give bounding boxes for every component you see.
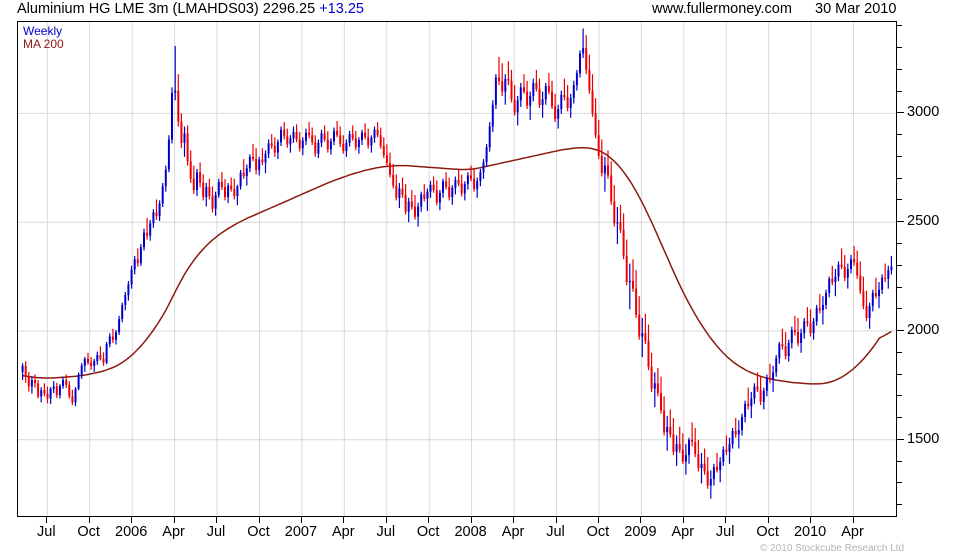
y-axis-tick <box>897 286 902 288</box>
y-axis-tick <box>897 134 902 136</box>
y-axis-tick <box>897 90 902 92</box>
y-axis-tick <box>897 155 902 157</box>
x-axis-label: Jul <box>37 524 56 540</box>
x-axis-label: Apr <box>501 524 525 540</box>
legend-item-weekly: Weekly <box>23 24 63 38</box>
x-axis-tick <box>513 517 515 523</box>
chart-legend: Weekly MA 200 <box>23 25 64 51</box>
x-axis-label: Oct <box>77 524 100 540</box>
x-axis-label: Oct <box>586 524 610 540</box>
y-axis-tick <box>897 264 902 266</box>
y-axis-tick <box>897 330 904 331</box>
x-axis-label: 2009 <box>624 524 657 540</box>
x-axis-label: Oct <box>756 524 779 540</box>
x-axis-tick <box>470 517 472 523</box>
y-axis-tick <box>897 308 902 310</box>
y-axis-tick <box>897 25 902 27</box>
plot-inner: Weekly MA 200 <box>18 22 896 516</box>
y-axis-tick <box>897 47 902 49</box>
gridlines <box>18 22 896 516</box>
x-axis-label: Apr <box>332 524 355 540</box>
y-axis-label: 1500 <box>907 430 940 447</box>
chart-header: Aluminium HG LME 3m (LMAHDS03) 2296.25 +… <box>0 0 980 21</box>
y-axis-tick <box>897 438 904 440</box>
x-axis-label: 2010 <box>793 524 827 540</box>
y-axis-tick <box>897 199 902 201</box>
x-axis-tick <box>852 517 854 523</box>
y-axis-tick <box>897 395 902 397</box>
y-axis-tick <box>897 482 902 484</box>
chart-date-label: 30 Mar 2010 <box>815 1 897 17</box>
x-axis-label: 2007 <box>284 524 318 540</box>
x-axis-tick <box>428 517 430 523</box>
y-axis-tick <box>897 351 902 353</box>
x-axis-label: Oct <box>247 524 270 540</box>
website-label: www.fullermoney.com <box>652 1 792 17</box>
y-axis-label: 2500 <box>907 213 940 230</box>
x-axis-label: 2008 <box>454 524 487 540</box>
y-axis-label: 3000 <box>907 104 940 121</box>
x-axis-tick <box>173 517 175 523</box>
y-axis-tick <box>897 504 902 506</box>
y-axis-tick <box>897 460 902 462</box>
x-axis-tick <box>131 517 133 523</box>
x-axis-tick <box>88 517 90 523</box>
x-axis: Jul Oct 2006 Apr Jul Oct 2007 Apr Jul Oct 2008 Apr J… <box>17 517 897 547</box>
x-axis-label: Apr <box>162 524 185 540</box>
x-axis-tick <box>640 517 642 523</box>
x-axis-tick <box>810 517 812 523</box>
x-axis-tick <box>300 517 302 523</box>
y-axis-tick <box>897 373 902 375</box>
x-axis-label: Oct <box>416 524 440 540</box>
y-axis-tick <box>897 243 902 244</box>
ma-200-line <box>22 147 892 385</box>
y-axis: 1500 2000 2500 3000 <box>897 21 980 517</box>
x-axis-tick <box>216 517 217 523</box>
x-axis-tick <box>555 517 557 523</box>
x-axis-label: Apr <box>841 524 864 540</box>
x-axis-label: Jul <box>376 524 396 540</box>
x-axis-tick <box>597 517 599 523</box>
chart-title: Aluminium HG LME 3m (LMAHDS03) 2296.25 +… <box>17 1 364 17</box>
x-axis-tick <box>725 517 727 523</box>
copyright-label: © 2010 Stockcube Research Ltd <box>760 543 905 554</box>
x-axis-tick <box>343 517 345 523</box>
chart-title-text: Aluminium HG LME 3m (LMAHDS03) 2296.25 <box>17 1 316 17</box>
y-axis-tick <box>897 177 902 179</box>
y-axis-tick <box>897 68 902 70</box>
x-axis-tick <box>682 517 684 523</box>
y-axis-tick <box>897 112 904 114</box>
chart-title-change: +13.25 <box>319 1 364 17</box>
y-axis-label: 2000 <box>907 322 940 338</box>
x-axis-label: Jul <box>206 524 226 540</box>
candlestick-series <box>21 28 893 499</box>
x-axis-tick <box>767 517 769 523</box>
plot-area: Weekly MA 200 <box>17 21 897 517</box>
y-axis-tick <box>897 221 904 223</box>
x-axis-label: Jul <box>546 524 565 540</box>
x-axis-tick <box>46 517 48 523</box>
y-axis-tick <box>897 417 902 419</box>
x-axis-label: Jul <box>715 524 735 540</box>
legend-item-ma200: MA 200 <box>23 37 64 51</box>
x-axis-label: Apr <box>671 524 695 540</box>
x-axis-label: 2006 <box>115 524 148 540</box>
x-axis-tick <box>385 517 387 523</box>
x-axis-tick <box>258 517 260 523</box>
